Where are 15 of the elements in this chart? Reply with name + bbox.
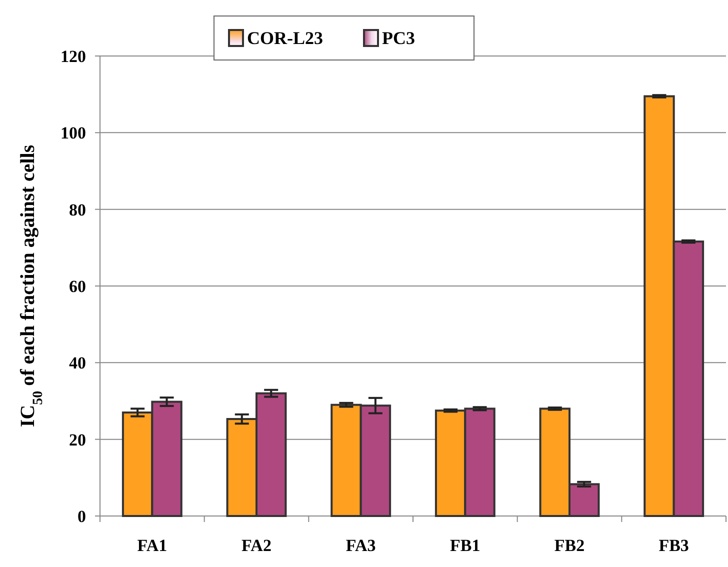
x-tick-label: FA1	[137, 536, 168, 555]
x-tick-label: FA3	[346, 536, 376, 555]
x-tick-label: FA2	[242, 536, 272, 555]
legend-label: COR-L23	[247, 28, 323, 48]
y-tick-label: 60	[69, 276, 86, 296]
x-tick-label: FB3	[658, 536, 689, 555]
x-tick-label: FB2	[554, 536, 585, 555]
y-tick-label: 20	[69, 430, 86, 450]
x-tick-label: FB1	[450, 536, 480, 555]
y-tick-label: 120	[60, 46, 86, 66]
y-tick-label: 0	[78, 506, 86, 526]
legend-label: PC3	[382, 28, 415, 48]
y-tick-label: 80	[69, 200, 86, 220]
y-tick-label: 40	[69, 354, 86, 373]
y-tick-label: 100	[60, 124, 86, 143]
